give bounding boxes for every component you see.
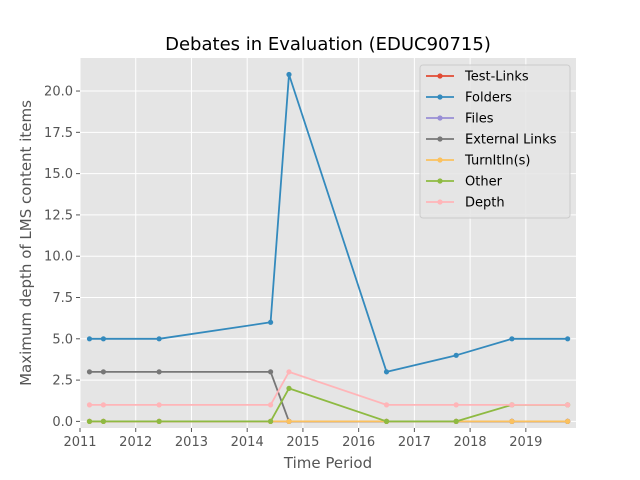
legend-item: Test-Links [426, 70, 529, 85]
x-tick-label: 2014 [231, 435, 264, 450]
data-point-depth [383, 402, 390, 408]
data-point-depth [100, 402, 107, 408]
legend-swatch-marker [437, 115, 443, 121]
data-point-depth [565, 402, 571, 408]
legend-label: Folders [465, 91, 512, 106]
x-tick-label: 2019 [509, 435, 542, 450]
x-tick-label: 2017 [398, 435, 431, 450]
data-point-turnitin-s [565, 418, 571, 424]
data-point-turnitin-s [509, 418, 515, 424]
y-tick-label: 10.0 [44, 250, 73, 265]
data-point-other [267, 418, 274, 424]
legend-swatch-marker [437, 136, 443, 142]
x-tick-label: 2012 [119, 435, 152, 450]
data-point-folders [286, 71, 292, 78]
data-point-external-links [86, 369, 93, 375]
legend-swatch-marker [437, 94, 443, 100]
data-point-folders [565, 336, 571, 342]
legend-label: TurnItIn(s) [464, 154, 530, 169]
legend-label: Test-Links [464, 70, 529, 85]
legend-item: TurnItIn(s) [426, 154, 530, 169]
x-axis-label: Time Period [283, 454, 372, 472]
y-tick-label: 2.5 [52, 374, 73, 389]
legend: Test-Links Folders Files External Links Turn… [419, 64, 571, 219]
y-tick-label: 17.5 [44, 126, 73, 141]
data-point-depth [509, 402, 515, 408]
legend-swatch-marker [437, 157, 443, 163]
data-point-folders [383, 369, 390, 375]
data-point-folders [267, 319, 274, 325]
x-tick-label: 2011 [63, 435, 96, 450]
x-tick-label: 2015 [286, 435, 319, 450]
data-point-other [286, 385, 292, 391]
data-point-folders [86, 336, 93, 342]
y-tick-label: 0.0 [52, 415, 73, 430]
series-depth [86, 369, 571, 408]
y-tick-label: 20.0 [44, 85, 73, 100]
x-tick-label: 2013 [175, 435, 208, 450]
data-point-folders [156, 336, 162, 342]
data-point-other [100, 418, 107, 424]
legend-item: Depth [426, 196, 505, 211]
data-point-depth [286, 369, 292, 375]
y-tick-label: 15.0 [44, 167, 73, 182]
legend-item: Other [426, 175, 503, 190]
y-tick-label: 5.0 [52, 332, 73, 347]
legend-swatch-marker [437, 73, 443, 79]
series-other [86, 385, 571, 424]
legend-label: External Links [465, 133, 557, 148]
data-point-other [453, 418, 459, 424]
y-tick-label: 12.5 [44, 208, 73, 223]
legend-swatch-marker [437, 199, 443, 205]
x-tick-label: 2016 [342, 435, 375, 450]
data-point-external-links [156, 369, 162, 375]
data-point-other [156, 418, 162, 424]
y-axis-ticks: 0.0 2.5 5.0 7.5 10.0 12.5 15.0 17.5 20.0 [44, 85, 80, 430]
chart-title: Debates in Evaluation (EDUC90715) [165, 34, 491, 55]
data-point-external-links [100, 369, 107, 375]
data-point-depth [86, 402, 93, 408]
legend-swatch-marker [437, 178, 443, 184]
data-point-other [86, 418, 93, 424]
data-point-depth [453, 402, 459, 408]
data-point-turnitin-s [286, 418, 292, 424]
data-point-folders [453, 352, 459, 358]
legend-item: External Links [426, 133, 557, 148]
data-point-folders [509, 336, 515, 342]
y-axis-label: Maximum depth of LMS content items [17, 100, 35, 386]
y-tick-label: 7.5 [52, 291, 73, 306]
legend-item: Files [426, 112, 494, 127]
data-point-external-links [267, 369, 274, 375]
data-point-depth [156, 402, 162, 408]
data-point-folders [100, 336, 107, 342]
legend-label: Files [465, 112, 494, 127]
legend-label: Other [465, 175, 503, 190]
legend-label: Depth [465, 196, 505, 211]
x-tick-label: 2018 [454, 435, 487, 450]
series-folders [86, 71, 571, 375]
data-point-depth [267, 402, 274, 408]
x-axis-ticks: 2011 2012 2013 2014 2015 2016 2017 2018 2019 [63, 428, 542, 450]
legend-box [419, 64, 571, 219]
series-lines [86, 71, 571, 424]
data-point-other [383, 418, 390, 424]
legend-item: Folders [426, 91, 512, 106]
